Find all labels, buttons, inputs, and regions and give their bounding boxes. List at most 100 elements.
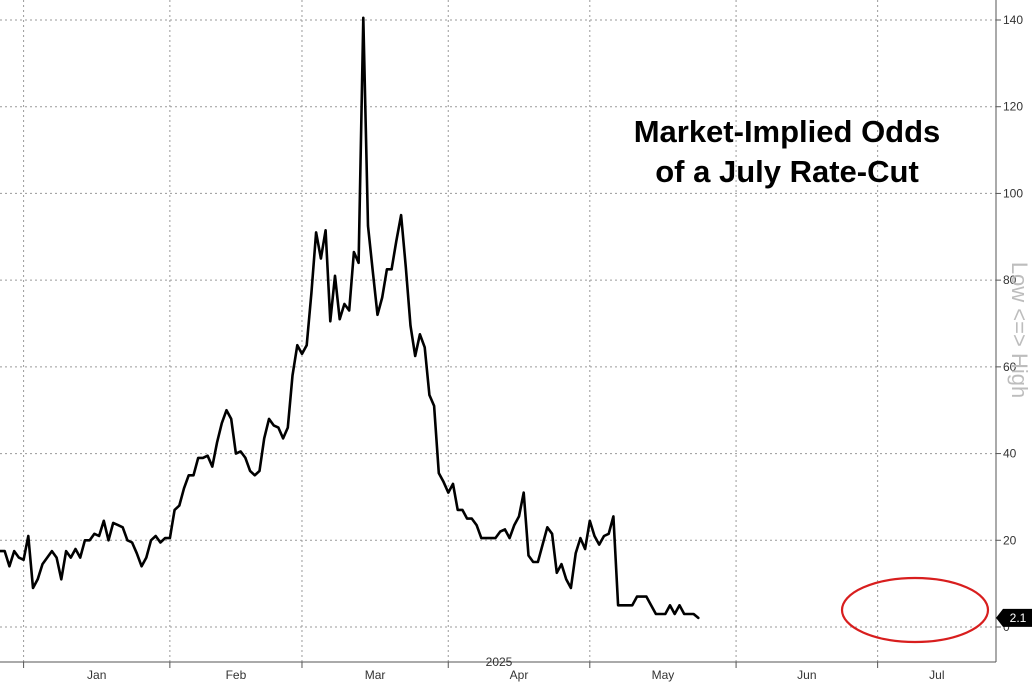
data-point (546, 526, 549, 529)
data-point (254, 474, 256, 477)
data-point (376, 314, 379, 316)
data-point (673, 613, 676, 615)
data-point (560, 563, 563, 565)
data-point (287, 426, 289, 429)
data-point (263, 437, 266, 440)
data-point (88, 539, 91, 542)
x-tick-label: Jun (797, 668, 816, 682)
data-point (60, 578, 63, 581)
data-point (400, 214, 402, 216)
data-point (466, 517, 468, 520)
y-tick-label: 80 (1003, 273, 1017, 287)
data-point (46, 556, 48, 559)
data-point (414, 355, 417, 357)
data-point (173, 509, 176, 511)
data-point (301, 353, 303, 355)
data-point (320, 257, 322, 260)
data-point (442, 481, 445, 483)
data-point (55, 556, 58, 559)
data-point (631, 604, 634, 607)
data-point (353, 251, 355, 253)
data-point (145, 556, 148, 559)
data-point (27, 535, 30, 537)
series-group (0, 16, 700, 620)
data-point (140, 565, 143, 568)
year-label: 2025 (486, 655, 513, 669)
data-point (617, 604, 619, 607)
highlight-ellipse (840, 576, 990, 644)
data-point (522, 491, 525, 494)
chart-title-line-2: of a July Rate-Cut (655, 154, 919, 189)
data-point (65, 550, 67, 552)
y-tick-label: 100 (1003, 186, 1023, 200)
data-point (626, 604, 629, 607)
data-point (136, 552, 138, 555)
y-tick-label: 20 (1003, 533, 1017, 547)
data-point (527, 554, 530, 557)
y-tick-label: 0 (1003, 620, 1010, 634)
data-point (508, 537, 511, 539)
last-value-badge: 2.1 (996, 608, 1032, 627)
data-point (121, 526, 124, 529)
data-point (381, 296, 384, 299)
data-point (310, 292, 313, 294)
data-point (169, 537, 171, 539)
data-point (537, 561, 539, 563)
y-tick-label: 40 (1003, 447, 1017, 461)
chart-title-line-1: Market-Implied Odds (634, 114, 941, 149)
axes (0, 0, 997, 668)
data-point (117, 524, 119, 526)
data-point (338, 318, 341, 321)
data-point (36, 578, 39, 581)
data-point (447, 491, 450, 494)
data-point (556, 572, 558, 574)
y-tick-label: 60 (1003, 360, 1017, 374)
data-point (612, 515, 615, 518)
data-point (390, 268, 393, 271)
data-point (697, 617, 700, 619)
data-point (112, 522, 114, 524)
data-point (367, 225, 369, 227)
data-point (178, 504, 181, 507)
data-point (579, 537, 582, 539)
data-point (98, 535, 100, 537)
data-point (485, 537, 487, 539)
data-point (258, 470, 261, 472)
data-point (74, 548, 77, 550)
data-point (664, 613, 667, 615)
data-point (423, 346, 426, 349)
data-point (272, 424, 275, 427)
data-point (150, 539, 152, 542)
data-point (688, 613, 690, 615)
data-point (154, 535, 157, 537)
data-point (362, 17, 365, 19)
data-point (235, 452, 237, 455)
data-point (159, 541, 162, 544)
data-point (13, 550, 15, 552)
data-point (221, 422, 223, 425)
last-value-label: 2.1 (1010, 611, 1027, 625)
x-tick-label: Apr (510, 668, 529, 682)
x-tick-label: Jan (87, 668, 106, 682)
y-tick-label: 120 (1003, 100, 1023, 114)
data-point (589, 520, 591, 522)
data-point (244, 457, 247, 459)
data-point (230, 418, 232, 420)
data-point (296, 344, 299, 347)
series-line (0, 16, 700, 620)
data-point (461, 509, 464, 511)
data-point (551, 533, 553, 535)
data-point (636, 595, 638, 598)
data-point (126, 539, 129, 542)
data-point (343, 303, 346, 305)
data-point (211, 465, 214, 468)
data-point (41, 563, 44, 565)
data-point (513, 524, 516, 526)
data-point (499, 530, 502, 533)
data-point (3, 550, 6, 552)
data-point (607, 533, 610, 535)
data-point (433, 405, 435, 407)
data-point (452, 483, 454, 485)
data-point (692, 613, 695, 615)
